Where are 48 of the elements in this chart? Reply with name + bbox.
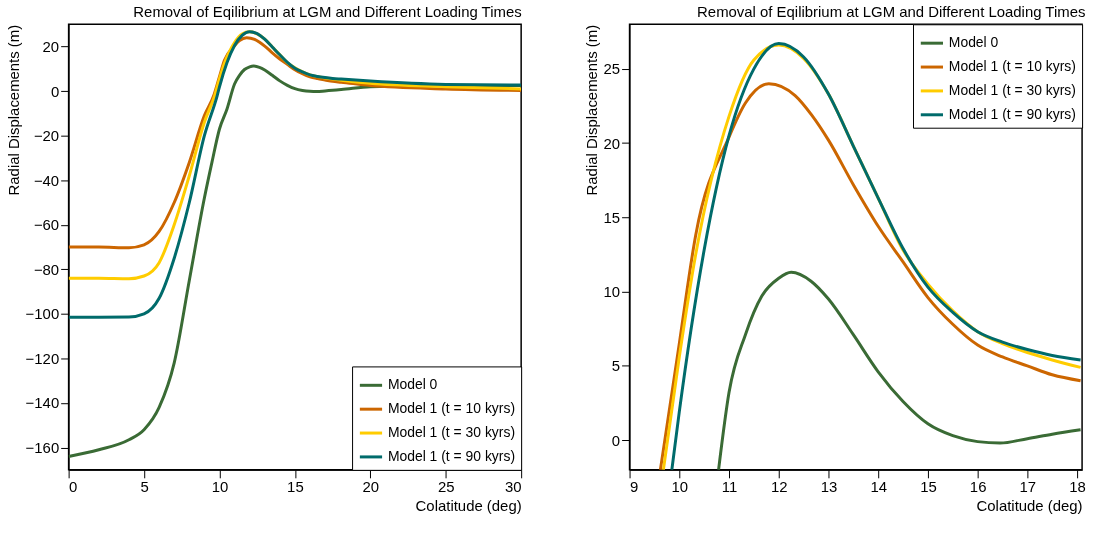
x-tick-label: 0 xyxy=(69,479,78,496)
x-tick-label: 15 xyxy=(920,479,937,496)
y-tick-label: 0 xyxy=(611,432,621,449)
y-tick-label: −20 xyxy=(33,128,60,145)
y-tick-label: −60 xyxy=(33,217,60,234)
legend-label: Model 1 (t = 90 kyrs) xyxy=(948,105,1076,122)
x-tick-label: 11 xyxy=(721,479,738,496)
x-tick-label: 25 xyxy=(437,479,455,496)
x-tick-label: 15 xyxy=(287,479,304,496)
legend-label: Model 1 (t = 10 kyrs) xyxy=(948,58,1076,75)
x-tick-label: 9 xyxy=(630,479,639,496)
legend-label: Model 1 (t = 90 kyrs) xyxy=(387,447,516,464)
y-tick-label: 10 xyxy=(603,284,621,301)
x-tick-label: 18 xyxy=(1069,479,1086,496)
y-tick-label: 20 xyxy=(603,135,621,152)
y-axis-title: Radial Displacements (m) xyxy=(5,24,22,196)
y-tick-label: −100 xyxy=(25,306,60,323)
chart-title: Removal of Eqilibrium at LGM and Different Loading Times xyxy=(133,4,522,21)
y-tick-label: −120 xyxy=(25,350,60,367)
x-tick-label: 30 xyxy=(505,479,522,496)
legend-label: Model 1 (t = 30 kyrs) xyxy=(948,81,1076,98)
y-tick-label: 25 xyxy=(603,61,621,78)
x-tick-label: 14 xyxy=(870,479,887,496)
x-tick-label: 16 xyxy=(969,479,987,496)
chart-title: Removal of Eqilibrium at LGM and Different Loading Times xyxy=(697,3,1086,20)
y-tick-label: −40 xyxy=(33,172,60,189)
legend-label: Model 1 (t = 30 kyrs) xyxy=(387,424,516,441)
legend-label: Model 1 (t = 10 kyrs) xyxy=(387,400,516,417)
x-axis-title: Colatitude (deg) xyxy=(415,498,522,515)
y-tick-label: 5 xyxy=(611,358,621,375)
y-tick-label: 0 xyxy=(50,83,60,100)
x-tick-label: 10 xyxy=(211,479,229,496)
legend-label: Model 0 xyxy=(387,376,438,393)
x-tick-label: 13 xyxy=(820,479,838,496)
y-axis-title: Radial Displacements (m) xyxy=(583,24,600,196)
y-tick-label: −140 xyxy=(25,395,60,412)
x-tick-label: 12 xyxy=(770,479,788,496)
x-tick-label: 17 xyxy=(1019,479,1037,496)
line-series xyxy=(717,270,1083,470)
x-tick-label: 5 xyxy=(140,479,149,496)
y-tick-label: 20 xyxy=(42,39,60,56)
y-tick-label: −160 xyxy=(25,440,60,457)
x-tick-label: 10 xyxy=(671,479,689,496)
y-tick-label: −80 xyxy=(33,261,60,278)
y-tick-label: 15 xyxy=(603,209,621,226)
x-axis-title: Colatitude (deg) xyxy=(976,498,1083,515)
legend-label: Model 0 xyxy=(948,34,999,51)
x-tick-label: 20 xyxy=(362,479,380,496)
